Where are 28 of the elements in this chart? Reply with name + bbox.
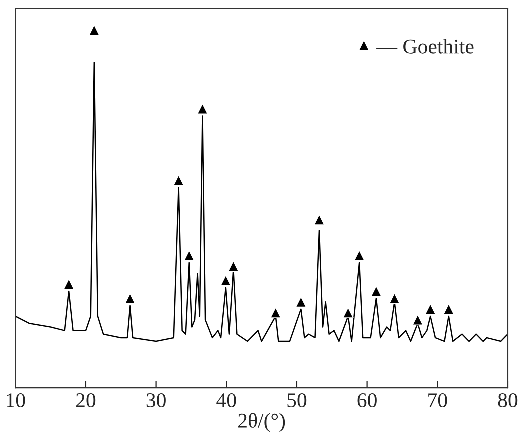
point (197, 103, 208, 115)
point (184, 250, 195, 262)
x-tick-label: 50 (288, 393, 307, 408)
point (88, 24, 100, 36)
x-tick-label: 60 (358, 393, 377, 408)
point (342, 307, 354, 318)
point (354, 250, 366, 262)
point (425, 304, 436, 315)
point (389, 293, 400, 304)
point (64, 278, 75, 290)
point (314, 214, 326, 226)
x-tick-label: 40 (216, 393, 236, 408)
x-tick-label: 30 (146, 393, 166, 408)
point (270, 307, 282, 318)
point (412, 314, 424, 326)
x-axis-title: 2θ/(°) (238, 413, 286, 432)
point (124, 293, 136, 304)
point (228, 260, 240, 272)
x-tick-label: 70 (428, 393, 448, 408)
x-tick-label: 20 (76, 393, 96, 408)
point (296, 296, 307, 308)
point (443, 304, 454, 315)
x-tick-label: 10 (7, 393, 26, 408)
x-tick-label: 80 (498, 393, 518, 408)
point (370, 286, 382, 298)
point (220, 275, 232, 286)
legend-label: — Goethite (376, 39, 474, 54)
point (173, 175, 184, 186)
